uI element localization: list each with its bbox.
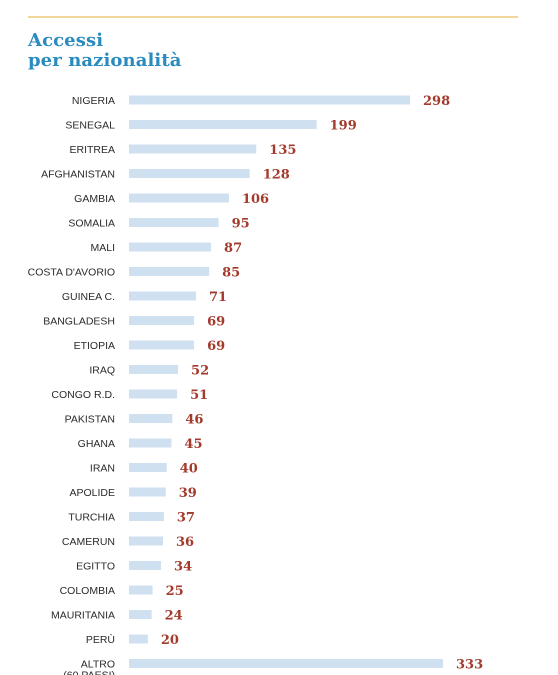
category-label-costa-d-avorio: COSTA D'AVORIO (28, 267, 115, 279)
bar-congo-r-d (129, 389, 178, 399)
category-label-iraq: IRAQ (89, 365, 115, 377)
category-label-mauritania: MAURITANIA (51, 610, 115, 622)
value-label-etiopia: 69 (207, 339, 225, 354)
value-label-eritrea: 135 (269, 143, 296, 158)
category-label-iran: IRAN (90, 463, 115, 475)
category-label-congo-r-d: CONGO R.D. (51, 389, 115, 401)
category-label-bangladesh: BANGLADESH (43, 316, 115, 328)
bar-somalia (129, 218, 219, 227)
value-label-bangladesh: 69 (207, 315, 225, 330)
bar-bangladesh (129, 316, 195, 325)
category-label-afghanistan: AFGHANISTAN (41, 169, 115, 181)
value-label-egitto: 34 (174, 560, 192, 575)
value-label-mauritania: 24 (165, 609, 183, 624)
value-label-camerun: 36 (176, 535, 194, 550)
category-label-peru: PERÙ (86, 633, 115, 646)
bar-gambia (129, 193, 229, 203)
bar-apolide (129, 487, 166, 497)
value-label-peru: 20 (161, 633, 179, 648)
top-rule (28, 16, 518, 18)
value-label-apolide: 39 (179, 486, 197, 501)
category-label-apolide: APOLIDE (69, 487, 115, 499)
category-label-camerun: CAMERUN (62, 536, 115, 548)
category-label-somalia: SOMALIA (68, 218, 115, 230)
value-label-guinea-c: 71 (209, 290, 227, 305)
category-label-altro-60-paesi: ALTRO(60 PAESI) (63, 659, 115, 675)
bar-ghana (129, 438, 172, 448)
category-label-gambia: GAMBIA (74, 193, 115, 205)
bar-eritrea (129, 144, 257, 154)
category-label-turchia: TURCHIA (68, 512, 115, 524)
bar-colombia (129, 585, 153, 595)
category-label-senegal: SENEGAL (65, 120, 115, 132)
value-label-congo-r-d: 51 (190, 388, 208, 403)
bar-costa-d-avorio (129, 267, 210, 276)
value-label-senegal: 199 (330, 119, 357, 134)
category-label-pakistan: PAKISTAN (65, 414, 115, 426)
value-label-afghanistan: 128 (263, 168, 290, 183)
bar-iraq (129, 365, 179, 374)
bar-pakistan (129, 414, 173, 423)
bar-camerun (129, 536, 163, 546)
value-label-nigeria: 298 (423, 94, 450, 109)
chart-title-line2: per nazionalità (28, 50, 182, 71)
category-label-mali: MALI (90, 242, 115, 254)
category-label-eritrea: ERITREA (69, 144, 115, 156)
category-label-nigeria: NIGERIA (72, 95, 115, 107)
bar-mauritania (129, 610, 152, 619)
category-label-etiopia: ETIOPIA (74, 340, 115, 352)
category-label-colombia: COLOMBIA (60, 585, 115, 597)
bar-iran (129, 463, 167, 472)
value-label-gambia: 106 (242, 192, 269, 207)
bar-nigeria (129, 95, 410, 105)
value-label-altro-60-paesi: 333 (456, 658, 483, 673)
bar-etiopia (129, 340, 195, 350)
value-label-pakistan: 46 (185, 413, 203, 428)
category-label-guinea-c: GUINEA C. (62, 291, 115, 303)
value-label-mali: 87 (224, 241, 242, 256)
category-label-ghana: GHANA (78, 438, 115, 450)
category-label-egitto: EGITTO (76, 561, 115, 573)
bar-senegal (129, 120, 317, 129)
bar-egitto (129, 561, 162, 570)
value-label-iraq: 52 (191, 364, 209, 379)
value-label-costa-d-avorio: 85 (222, 266, 240, 281)
value-label-turchia: 37 (177, 511, 195, 526)
chart-title: Accessi per nazionalità (28, 31, 182, 71)
bar-peru (129, 634, 148, 644)
bar-mali (129, 242, 212, 252)
value-label-iran: 40 (180, 462, 198, 477)
value-label-colombia: 25 (166, 584, 184, 599)
value-label-somalia: 95 (232, 217, 250, 232)
bar-guinea-c (129, 291, 196, 301)
value-label-ghana: 45 (184, 437, 202, 452)
chart-title-line1: Accessi (28, 30, 104, 51)
bar-afghanistan (129, 169, 250, 178)
bar-turchia (129, 512, 164, 521)
bar-altro-60-paesi (129, 659, 443, 668)
